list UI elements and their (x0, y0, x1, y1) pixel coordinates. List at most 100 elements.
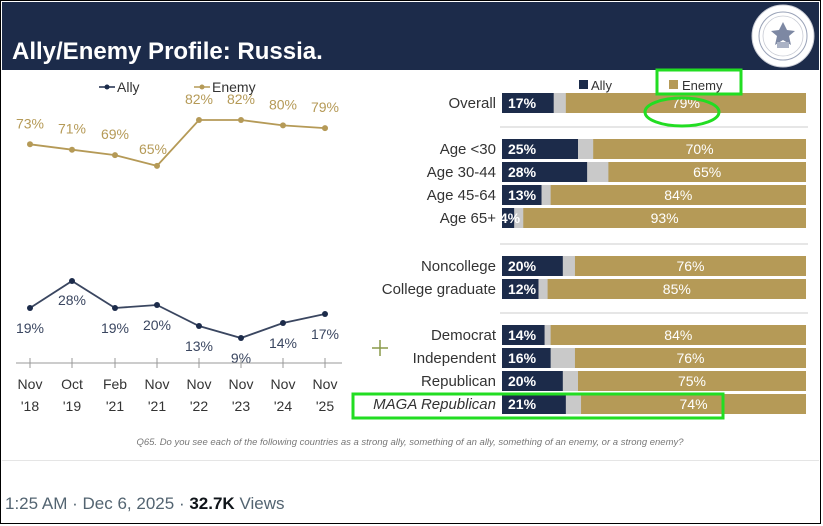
enemy-data-label: 79% (311, 99, 339, 115)
bar-row-label: Age 45-64 (427, 187, 496, 204)
views-label: Views (239, 494, 285, 513)
enemy-point (27, 141, 33, 148)
bar-enemy-value: 85% (663, 281, 691, 297)
highlight-box-enemy-legend (655, 68, 743, 96)
x-tick-year: '18 (21, 398, 39, 414)
bar-legend-enemy-label: Enemy (682, 78, 723, 93)
ally-point (69, 278, 75, 284)
ally-point (280, 320, 286, 326)
bar-enemy-segment (565, 93, 806, 113)
footnote: Q65. Do you see each of the following co… (136, 437, 684, 448)
bar-row-label: Age 65+ (440, 210, 497, 227)
bar-ally-segment (502, 394, 566, 414)
enemy-point (238, 117, 244, 123)
bar-ally-value: 16% (508, 350, 537, 366)
bar-ally-value: 17% (508, 95, 537, 111)
ally-point (112, 305, 118, 311)
ally-point (27, 305, 33, 311)
enemy-point (154, 162, 160, 169)
legend-ally-marker (104, 84, 110, 90)
x-tick-year: '24 (274, 398, 292, 414)
enemy-data-label: 80% (269, 96, 297, 112)
ally-point (154, 302, 160, 308)
bar-enemy-value: 74% (680, 396, 708, 412)
bar-enemy-segment (550, 325, 806, 345)
bar-ally-segment (502, 93, 554, 113)
bar-ally-value: 20% (508, 258, 537, 274)
enemy-point (69, 146, 75, 153)
x-tick-month: Nov (187, 376, 212, 392)
bar-ally-segment (502, 279, 539, 299)
bar-enemy-segment (608, 162, 806, 182)
ally-data-label: 28% (58, 292, 86, 308)
ally-data-label: 20% (143, 317, 171, 333)
bar-ally-value: 25% (508, 141, 537, 157)
x-tick-year: '23 (232, 398, 250, 414)
legend-enemy-marker (199, 84, 205, 90)
chart-canvas: Ally Enemy 73% 71% 69% 65% 82% 82% 80% 79% 19% 28% 1… (16, 68, 808, 448)
bar-row-label: Independent (413, 350, 497, 367)
ally-data-label: 19% (101, 320, 129, 336)
slide: Ally/Enemy Profile: Russia. Ally Enemy 73%… (2, 2, 819, 461)
title-bar: Ally/Enemy Profile: Russia. (2, 2, 819, 70)
tweet-time[interactable]: 1:25 AM (5, 494, 68, 513)
bar-ally-segment (502, 208, 515, 228)
bar-enemy-segment (523, 208, 806, 228)
bar-ally-segment (502, 371, 563, 391)
views-count: 32.7K (189, 494, 235, 513)
bar-ally-value: 13% (508, 187, 537, 203)
bar-legend-enemy-swatch (669, 80, 678, 89)
bar-enemy-segment (547, 279, 806, 299)
bar-row-label: MAGA Republican (373, 396, 496, 413)
enemy-point (196, 117, 202, 123)
enemy-point (280, 122, 286, 129)
bar-enemy-value: 75% (678, 373, 706, 389)
x-tick-year: '21 (106, 398, 124, 414)
bar-ally-value: 12% (508, 281, 537, 297)
crosshair-cursor-icon (372, 340, 388, 356)
bar-ally-value: 21% (508, 396, 537, 412)
ally-point (196, 323, 202, 329)
enemy-data-label: 82% (227, 91, 255, 107)
legend-ally-label: Ally (117, 79, 140, 95)
ally-data-label: 14% (269, 335, 297, 351)
x-tick-month: Nov (313, 376, 338, 392)
tweet-date[interactable]: Dec 6, 2025 (82, 494, 175, 513)
bar-enemy-value: 84% (664, 187, 692, 203)
bar-ally-segment (502, 348, 551, 368)
x-tick-year: '21 (148, 398, 166, 414)
bar-ally-segment (502, 139, 578, 159)
bar-row-label: Democrat (431, 327, 497, 344)
enemy-data-label: 71% (58, 121, 86, 137)
ally-data-label: 13% (185, 338, 213, 354)
bar-enemy-segment (550, 185, 806, 205)
bar-legend-ally-label: Ally (591, 78, 612, 93)
x-tick-year: '19 (63, 398, 81, 414)
bar-row-label: Age 30-44 (427, 164, 496, 181)
bar-row-label: Overall (448, 95, 496, 112)
x-tick-year: '25 (316, 398, 334, 414)
x-tick-month: Feb (103, 376, 127, 392)
ally-data-label: 17% (311, 326, 339, 342)
enemy-point (112, 152, 118, 159)
bar-enemy-segment (581, 394, 806, 414)
x-tick-month: Nov (145, 376, 170, 392)
bar-ally-value: 28% (508, 164, 537, 180)
bar-ally-value: 14% (508, 327, 537, 343)
tweet-footer: 1:25 AM · Dec 6, 2025 · 32.7K Views (5, 494, 285, 514)
bar-ally-segment (502, 162, 588, 182)
bar-enemy-value: 65% (693, 164, 721, 180)
bar-enemy-value: 70% (686, 141, 714, 157)
bar-ally-segment (502, 256, 563, 276)
footer-separator: · (178, 494, 185, 513)
bar-enemy-segment (578, 371, 806, 391)
bar-row-label: Age <30 (440, 141, 496, 158)
footer-separator: · (72, 494, 78, 513)
bar-row-label: Noncollege (421, 258, 496, 275)
ally-point (238, 335, 244, 341)
bar-ally-value: 20% (508, 373, 537, 389)
legend-enemy-label: Enemy (212, 79, 256, 95)
x-tick-month: Nov (229, 376, 254, 392)
highlight-box-maga-row (351, 392, 725, 420)
